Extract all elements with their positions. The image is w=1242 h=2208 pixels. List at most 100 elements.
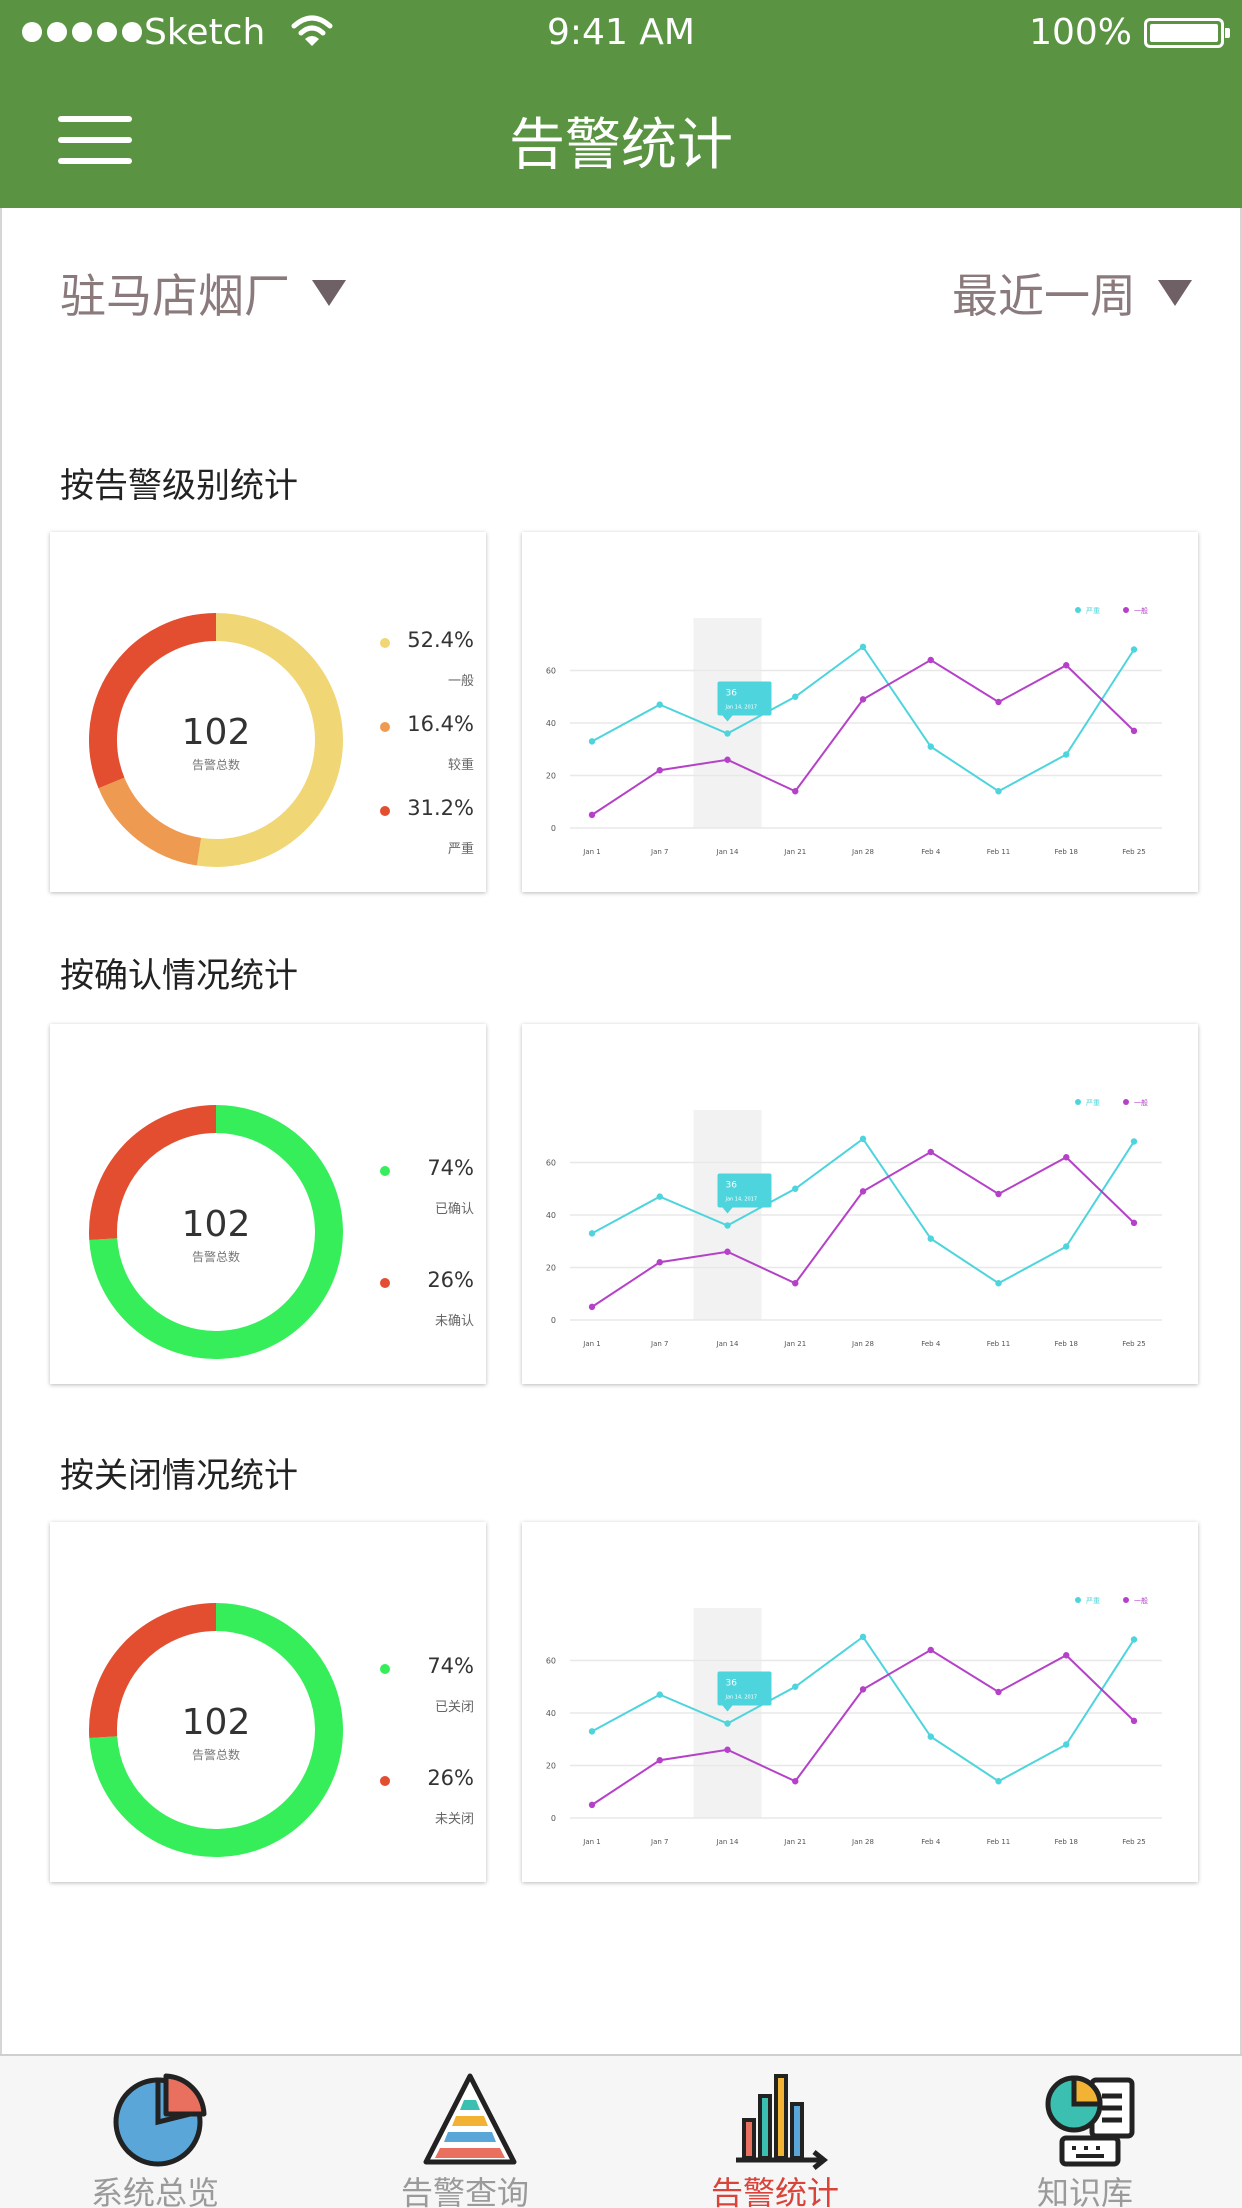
data-point[interactable] <box>588 1728 596 1735</box>
battery-icon <box>1144 18 1230 48</box>
factory-dropdown[interactable]: 驻马店烟厂 <box>60 260 346 326</box>
data-point[interactable] <box>724 1248 731 1255</box>
period-dropdown-label: 最近一周 <box>952 269 1136 323</box>
x-tick-label: Jan 21 <box>783 1340 806 1348</box>
data-point[interactable] <box>1130 1138 1138 1145</box>
data-point[interactable] <box>1063 1243 1070 1250</box>
series-line <box>591 1137 1135 1285</box>
data-point[interactable] <box>859 1633 867 1641</box>
donut-chart <box>89 613 343 867</box>
data-point[interactable] <box>792 1683 799 1690</box>
data-point[interactable] <box>1130 727 1138 735</box>
pie-chart-icon <box>113 2073 207 2167</box>
data-point[interactable] <box>927 743 934 750</box>
data-point[interactable] <box>588 1230 596 1237</box>
caret-down-icon <box>312 280 346 306</box>
data-point[interactable] <box>656 1193 663 1200</box>
legend-dot <box>380 806 390 816</box>
data-point[interactable] <box>859 1135 867 1143</box>
tab-statistics[interactable]: 告警统计 <box>620 2056 930 2208</box>
legend-label: 一般 <box>1134 1596 1148 1605</box>
section-title-close: 按关闭情况统计 <box>60 1456 298 1496</box>
data-point[interactable] <box>588 811 596 819</box>
data-point[interactable] <box>1063 1652 1070 1659</box>
data-point[interactable] <box>656 1757 663 1764</box>
donut-slice <box>89 1603 217 1738</box>
data-point[interactable] <box>588 1303 596 1311</box>
data-point[interactable] <box>588 1801 596 1809</box>
data-point[interactable] <box>724 1720 731 1727</box>
data-point[interactable] <box>995 1190 1002 1198</box>
data-point[interactable] <box>927 1148 934 1156</box>
x-tick-label: Jan 7 <box>650 1838 668 1846</box>
data-point[interactable] <box>724 1746 731 1753</box>
legend-percent: 52.4% <box>407 628 474 652</box>
legend-label: 已确认 <box>434 1202 474 1217</box>
legend-percent: 16.4% <box>407 712 474 736</box>
data-point[interactable] <box>995 1778 1002 1785</box>
data-point[interactable] <box>656 701 663 708</box>
tab-query[interactable]: 告警查询 <box>310 2056 620 2208</box>
data-point[interactable] <box>1130 1636 1138 1643</box>
data-point[interactable] <box>792 788 799 795</box>
data-point[interactable] <box>724 756 731 763</box>
data-point[interactable] <box>927 1733 934 1740</box>
series-line <box>591 658 1135 816</box>
tooltip-value: 36 <box>726 689 738 699</box>
data-point[interactable] <box>1063 1741 1070 1748</box>
data-point[interactable] <box>724 730 731 737</box>
tooltip-value: 36 <box>726 1181 738 1191</box>
x-tick-label: Feb 25 <box>1122 1838 1146 1846</box>
legend-dot <box>380 1278 390 1288</box>
data-point[interactable] <box>792 1778 799 1785</box>
data-point[interactable] <box>859 643 867 651</box>
data-point[interactable] <box>656 767 663 774</box>
period-dropdown[interactable]: 最近一周 <box>952 260 1192 326</box>
line-chart: 0 20 40 60 Jan 1 Jan 7 Jan 14 Jan 21 Jan 28 Feb 4… <box>546 1098 1162 1348</box>
x-tick-label: Feb 4 <box>921 1838 941 1846</box>
data-point[interactable] <box>995 1280 1002 1287</box>
data-point[interactable] <box>995 698 1002 706</box>
data-point[interactable] <box>927 656 934 664</box>
data-point[interactable] <box>927 1646 934 1654</box>
data-point[interactable] <box>656 1691 663 1698</box>
tooltip-box <box>717 1671 772 1706</box>
legend-percent: 26% <box>427 1766 474 1790</box>
data-point[interactable] <box>792 1280 799 1287</box>
donut-total: 102 <box>181 712 251 753</box>
bar-chart-icon <box>736 2074 829 2170</box>
data-point[interactable] <box>1063 751 1070 758</box>
donut-slice <box>89 1603 343 1857</box>
data-point[interactable] <box>1130 1717 1138 1725</box>
data-point[interactable] <box>995 1688 1002 1696</box>
data-point[interactable] <box>1063 662 1070 669</box>
data-point[interactable] <box>588 738 596 745</box>
data-point[interactable] <box>859 696 867 703</box>
tab-knowledge[interactable]: 知识库 <box>930 2056 1240 2208</box>
data-point[interactable] <box>1130 1219 1138 1227</box>
status-bar: Sketch 9:41 AM 100% <box>0 0 1242 68</box>
tab-overview[interactable]: 系统总览 <box>0 2056 310 2208</box>
data-point[interactable] <box>1130 646 1138 653</box>
legend-label: 一般 <box>447 674 474 689</box>
line-card-confirm: 0 20 40 60 Jan 1 Jan 7 Jan 14 Jan 21 Jan 28 Feb 4… <box>522 1024 1198 1384</box>
data-point[interactable] <box>859 1686 867 1693</box>
x-tick-label: Feb 18 <box>1054 1838 1078 1846</box>
x-tick-label: Jan 14 <box>716 1340 739 1348</box>
hamburger-menu-icon[interactable] <box>58 116 132 164</box>
data-point[interactable] <box>859 1188 867 1195</box>
data-point[interactable] <box>656 1259 663 1266</box>
y-tick-label: 0 <box>551 824 556 833</box>
data-point[interactable] <box>792 1185 799 1192</box>
data-point[interactable] <box>927 1235 934 1242</box>
data-point[interactable] <box>1063 1154 1070 1161</box>
tab-label: 告警统计 <box>710 2174 839 2208</box>
legend-dot <box>380 722 390 732</box>
tooltip-pointer <box>722 715 733 722</box>
data-point[interactable] <box>724 1222 731 1229</box>
legend-label: 严重 <box>447 842 474 857</box>
legend-dot <box>1123 1597 1129 1603</box>
data-point[interactable] <box>792 693 799 700</box>
tooltip-box <box>717 681 772 716</box>
data-point[interactable] <box>995 788 1002 795</box>
